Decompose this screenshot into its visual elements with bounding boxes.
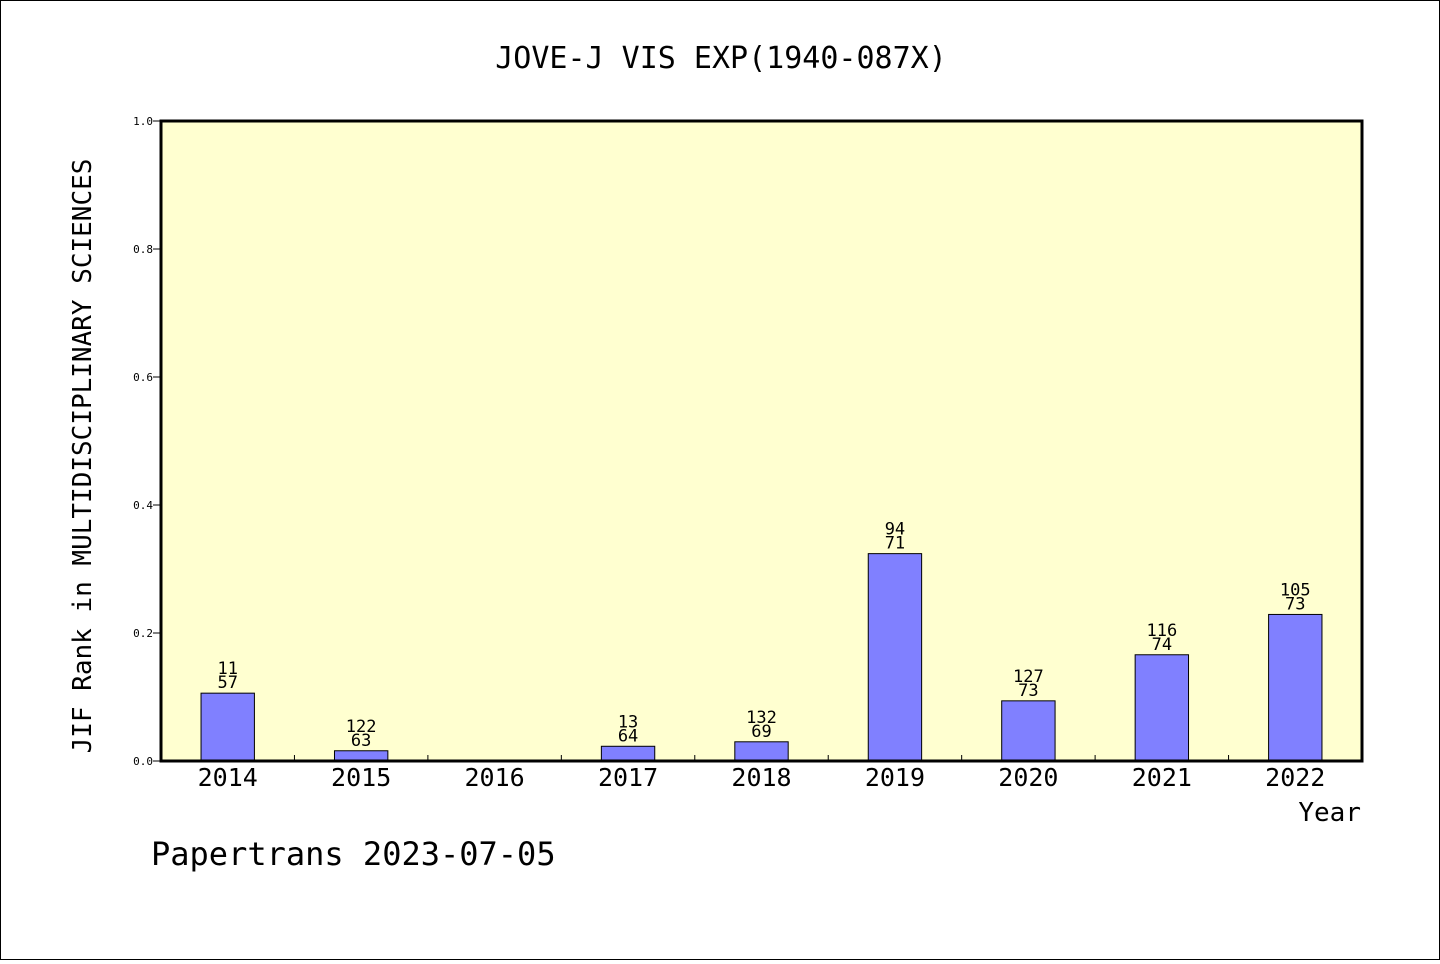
bar-label-total: 71 bbox=[885, 534, 905, 554]
bar-label-total: 64 bbox=[618, 726, 638, 746]
y-tick-label: 0.0 bbox=[133, 755, 153, 768]
x-tick-label: 2022 bbox=[1265, 763, 1325, 792]
x-tick-label: 2015 bbox=[331, 763, 391, 792]
x-tick-label: 2017 bbox=[598, 763, 658, 792]
bar-label-total: 73 bbox=[1285, 594, 1305, 614]
bars-layer bbox=[200, 553, 1323, 762]
footer-credit: Papertrans 2023-07-05 bbox=[151, 835, 556, 873]
bar-label-rank: 116 bbox=[1146, 621, 1177, 641]
bar-label-rank: 13 bbox=[618, 712, 638, 732]
bar-label-rank: 94 bbox=[885, 520, 905, 540]
bar-label-rank: 127 bbox=[1013, 667, 1044, 687]
y-axis: 0.0 0.2 0.4 0.6 0.8 1.0 bbox=[133, 115, 161, 768]
y-axis-label: JIF Rank in MULTIDISCIPLINARY SCIENCES bbox=[68, 159, 98, 754]
x-tick-label: 2016 bbox=[465, 763, 525, 792]
bar-2021 bbox=[1134, 654, 1190, 762]
bar-2018 bbox=[734, 741, 789, 762]
x-axis-label: Year bbox=[1298, 798, 1361, 828]
y-tick-label: 0.4 bbox=[133, 499, 153, 512]
x-tick-label: 2018 bbox=[731, 763, 791, 792]
y-tick-label: 1.0 bbox=[133, 115, 153, 128]
bar-label-rank: 11 bbox=[217, 659, 237, 679]
y-tick-label: 0.6 bbox=[133, 371, 153, 384]
bar-label-rank: 122 bbox=[346, 717, 377, 737]
x-tick-label: 2014 bbox=[198, 763, 258, 792]
x-axis: 2014 2015 2016 2017 2018 2019 2020 2021 2022 bbox=[198, 755, 1325, 792]
x-tick-label: 2021 bbox=[1132, 763, 1192, 792]
bar-label-total: 69 bbox=[751, 722, 771, 742]
bar-2020 bbox=[1001, 700, 1056, 762]
x-tick-label: 2019 bbox=[865, 763, 925, 792]
bar-2017 bbox=[600, 745, 656, 762]
bar-label-total: 73 bbox=[1018, 681, 1038, 701]
y-tick-label: 0.2 bbox=[133, 627, 153, 640]
bar-label-total: 74 bbox=[1152, 635, 1172, 655]
bar-label-total: 57 bbox=[217, 673, 237, 693]
chart-title: JOVE-J VIS EXP(1940-087X) bbox=[495, 41, 947, 76]
x-tick-label: 2020 bbox=[998, 763, 1058, 792]
bar-label-rank: 132 bbox=[746, 708, 777, 728]
bar-2015 bbox=[333, 750, 389, 762]
plot-border bbox=[159, 119, 1364, 763]
y-tick-label: 0.8 bbox=[133, 243, 153, 256]
bar-2014 bbox=[200, 692, 255, 762]
bar-2019 bbox=[867, 553, 923, 762]
bar-label-rank: 105 bbox=[1280, 580, 1311, 600]
bar-label-total: 63 bbox=[351, 731, 371, 751]
bar-2022 bbox=[1268, 613, 1323, 762]
